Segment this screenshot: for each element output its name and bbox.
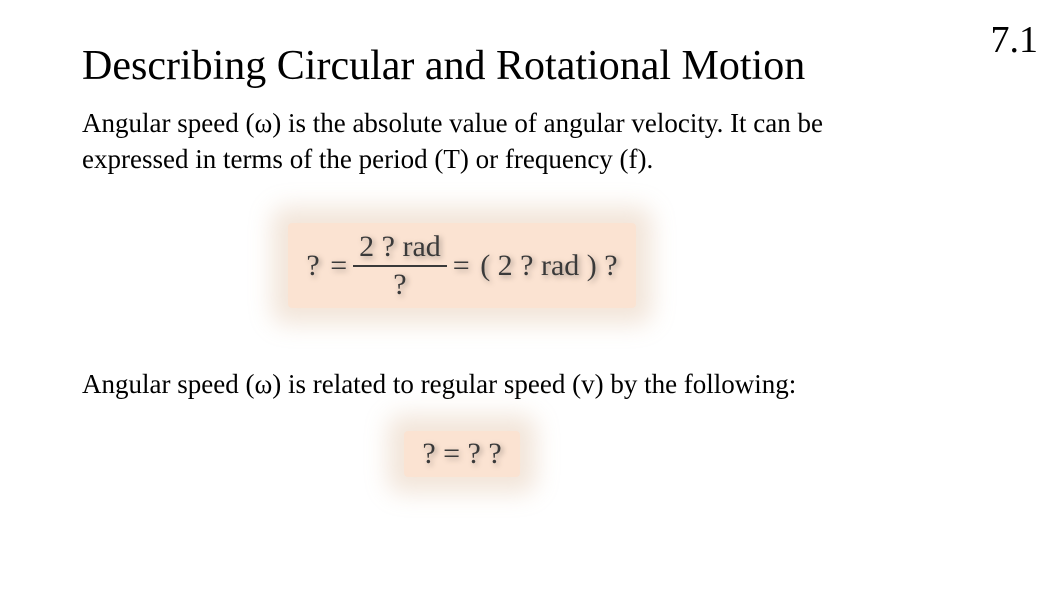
formula-1-eq2: = [453, 251, 470, 281]
formula-1: ? = 2 ? rad ? = ( 2 ? rad ) ? [288, 223, 635, 308]
formula-2-text: ? = ? ? [422, 439, 501, 469]
formula-1-container: ? = 2 ? rad ? = ( 2 ? rad ) ? [82, 223, 842, 308]
slide: 7.1 Describing Circular and Rotational M… [0, 0, 1062, 598]
formula-1-rhs: ( 2 ? rad ) ? [480, 251, 617, 281]
formula-1-fraction: 2 ? rad ? [353, 231, 447, 300]
section-number: 7.1 [991, 18, 1039, 62]
formula-1-denominator: ? [387, 267, 412, 301]
paragraph-2: Angular speed (ω) is related to regular … [82, 366, 842, 402]
formula-1-eq1: = [330, 251, 347, 281]
formula-1-numerator: 2 ? rad [353, 231, 447, 267]
formula-2-container: ? = ? ? [82, 431, 842, 477]
formula-2: ? = ? ? [404, 431, 519, 477]
paragraph-1: Angular speed (ω) is the absolute value … [82, 105, 842, 178]
content-area: Describing Circular and Rotational Motio… [82, 40, 842, 477]
page-title: Describing Circular and Rotational Motio… [82, 40, 842, 93]
formula-1-lhs: ? [306, 251, 319, 281]
